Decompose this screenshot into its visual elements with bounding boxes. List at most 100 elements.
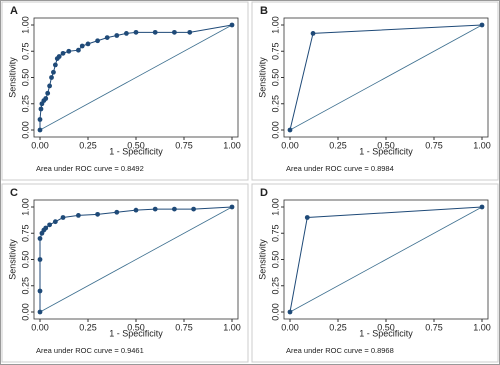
y-tick-label: 0.00: [270, 121, 280, 139]
y-axis-label: Sensitivity: [7, 57, 17, 98]
roc-point: [37, 127, 43, 133]
roc-point: [133, 29, 139, 35]
roc-point: [60, 215, 66, 220]
roc-point: [479, 204, 485, 210]
x-tick-label: 0.75: [425, 322, 443, 332]
roc-point: [229, 204, 235, 210]
y-tick-label: 1.00: [20, 198, 30, 216]
y-tick-label: 0.25: [20, 277, 30, 295]
y-tick-label: 0.25: [270, 95, 280, 113]
roc-curve: [39, 206, 233, 312]
y-tick-label: 0.50: [20, 69, 30, 87]
roc-point: [49, 75, 54, 80]
roc-point: [76, 213, 81, 218]
auc-note: Area under ROC curve = 0.9461: [36, 346, 144, 355]
x-tick-label: 0.25: [329, 322, 347, 332]
roc-point: [37, 117, 43, 122]
x-tick-label: 0.25: [329, 140, 347, 150]
roc-point: [191, 206, 197, 212]
panel: B 0.00 0.25 0.50 0.75 1.00 0.00 0.25 0.50 0.75 1.0…: [251, 1, 499, 181]
x-axis-label: 1 - Specificity: [359, 146, 413, 156]
y-axis-label: Sensitivity: [257, 239, 267, 280]
roc-point: [310, 31, 316, 36]
x-tick-label: 0.00: [31, 140, 49, 150]
auc-note: Area under ROC curve = 0.8492: [36, 164, 144, 173]
roc-point: [45, 90, 51, 96]
y-tick-label: 0.50: [270, 251, 280, 269]
roc-point: [95, 38, 100, 44]
roc-point: [56, 54, 62, 59]
panel-letter: B: [260, 5, 268, 17]
y-tick-label: 0.75: [270, 224, 280, 242]
x-tick-label: 1.00: [223, 322, 241, 332]
y-tick-label: 0.00: [20, 303, 30, 321]
reference-line: [39, 206, 233, 313]
y-tick-label: 0.75: [270, 42, 280, 60]
roc-point: [85, 41, 91, 47]
y-tick-label: 0.25: [270, 277, 280, 295]
x-tick-label: 0.50: [127, 140, 145, 150]
reference-line: [39, 24, 233, 131]
x-tick-label: 1.00: [473, 322, 491, 332]
panel: A 0.00 0.25 0.50 0.75 1.00 0.00 0.25 0.50 0.75 1.0…: [1, 1, 249, 181]
roc-point: [76, 47, 81, 53]
roc-point: [66, 48, 72, 54]
y-axis-label: Sensitivity: [257, 57, 267, 98]
x-tick-label: 0.00: [31, 322, 49, 332]
panel: C 0.00 0.25 0.50 0.75 1.00 0.00 0.25 0.50 0.75 1.0…: [1, 183, 249, 363]
roc-point: [52, 62, 58, 68]
y-tick-label: 0.50: [20, 251, 30, 269]
y-tick-label: 1.00: [20, 16, 30, 34]
roc-point: [172, 29, 177, 35]
y-tick-label: 0.00: [20, 121, 30, 139]
roc-point: [104, 35, 110, 40]
roc-point: [304, 215, 310, 220]
roc-point: [60, 50, 66, 56]
roc-point: [37, 257, 43, 262]
panel-letter: C: [10, 187, 18, 199]
x-tick-label: 1.00: [223, 140, 241, 150]
roc-point: [287, 309, 293, 315]
roc-point: [79, 43, 85, 49]
roc-point: [51, 69, 56, 75]
auc-note: Area under ROC curve = 0.8984: [286, 164, 394, 173]
x-axis-label: 1 - Specificity: [359, 328, 413, 338]
reference-line: [289, 24, 483, 131]
x-tick-label: 0.25: [79, 140, 97, 150]
panel-letter: D: [260, 187, 268, 199]
panel-letter: A: [10, 5, 18, 17]
roc-point: [187, 29, 193, 35]
roc-point: [47, 83, 52, 89]
x-tick-label: 0.75: [175, 322, 193, 332]
roc-point: [479, 22, 485, 28]
panel: D 0.00 0.25 0.50 0.75 1.00 0.00 0.25 0.50 0.75 1.0…: [251, 183, 499, 363]
y-tick-label: 1.00: [270, 198, 280, 216]
y-tick-label: 0.75: [20, 42, 30, 60]
y-tick-label: 0.50: [270, 69, 280, 87]
roc-point: [95, 211, 100, 217]
y-tick-label: 0.75: [20, 224, 30, 242]
x-tick-label: 0.50: [377, 322, 395, 332]
roc-point: [114, 209, 120, 215]
roc-point: [114, 33, 120, 38]
x-tick-label: 0.50: [127, 322, 145, 332]
x-axis-label: 1 - Specificity: [109, 328, 163, 338]
x-tick-label: 0.00: [281, 322, 299, 332]
roc-point: [37, 309, 43, 315]
y-tick-label: 0.25: [20, 95, 30, 113]
roc-point: [37, 288, 43, 294]
roc-point: [229, 22, 235, 28]
x-tick-label: 1.00: [473, 140, 491, 150]
reference-line: [289, 206, 483, 313]
y-tick-label: 1.00: [270, 16, 280, 34]
auc-note: Area under ROC curve = 0.8968: [286, 346, 394, 355]
x-tick-label: 0.75: [175, 140, 193, 150]
roc-point: [172, 206, 177, 212]
roc-point: [52, 219, 58, 225]
x-tick-label: 0.50: [377, 140, 395, 150]
roc-point: [37, 236, 43, 241]
x-tick-label: 0.00: [281, 140, 299, 150]
y-tick-label: 0.00: [270, 303, 280, 321]
roc-point: [152, 206, 158, 212]
